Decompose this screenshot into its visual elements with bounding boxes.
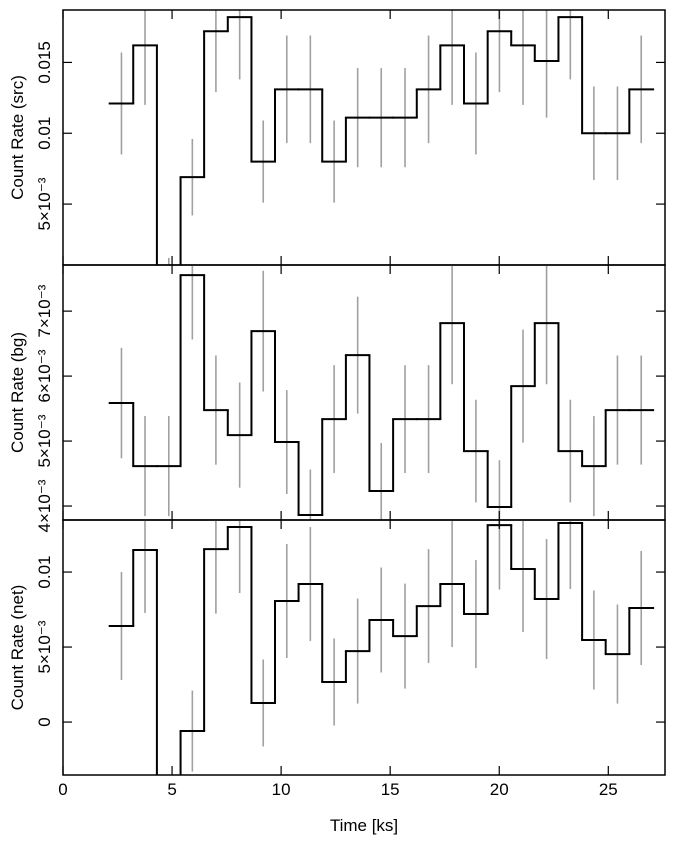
y-axis-title: Count Rate (bg) xyxy=(8,332,27,453)
plot-area xyxy=(108,265,655,520)
y-tick-label: 0.01 xyxy=(35,556,54,589)
x-tick-label: 15 xyxy=(381,780,400,799)
y-tick-label: 4×10⁻³ xyxy=(35,479,54,532)
y-tick-label: 5×10⁻³ xyxy=(35,620,54,673)
frame xyxy=(62,264,666,521)
y-tick-label: 0.015 xyxy=(35,41,54,84)
x-tick-label: 20 xyxy=(490,780,509,799)
y-tick-label: 5×10⁻³ xyxy=(35,414,54,467)
y-tick-label: 0.01 xyxy=(35,117,54,150)
y-axis-title: Count Rate (src) xyxy=(8,75,27,200)
x-tick-label: 5 xyxy=(167,780,176,799)
x-tick-label: 25 xyxy=(599,780,618,799)
x-tick-label: 0 xyxy=(58,780,67,799)
frame xyxy=(62,519,666,776)
y-tick-label: 6×10⁻³ xyxy=(35,349,54,402)
y-tick-label: 5×10⁻³ xyxy=(35,177,54,230)
x-tick-label: 10 xyxy=(272,780,291,799)
plot-area xyxy=(108,520,655,775)
y-tick-label: 0 xyxy=(35,717,54,726)
x-axis-title: Time [ks] xyxy=(330,816,398,835)
plot-area xyxy=(108,10,655,265)
y-tick-label: 7×10⁻³ xyxy=(35,284,54,337)
y-axis-title: Count Rate (net) xyxy=(8,585,27,711)
frame xyxy=(62,9,666,266)
